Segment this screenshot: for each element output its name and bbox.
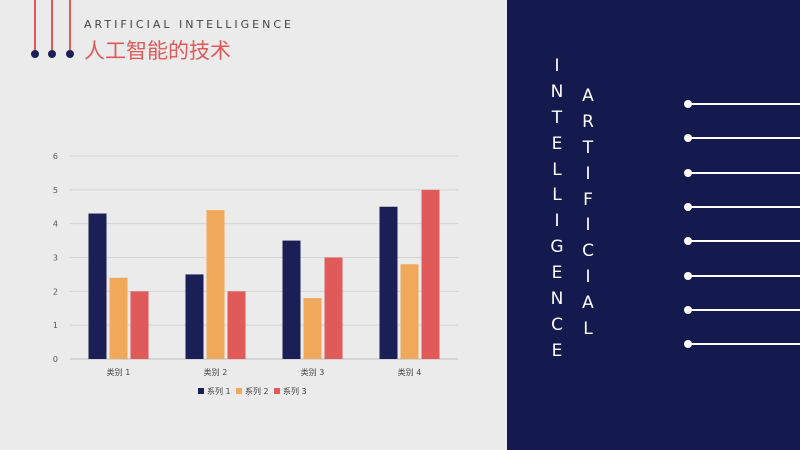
line-stroke [688,205,800,208]
y-tick-label: 0 [53,355,58,364]
line-stroke [688,137,800,140]
legend-swatch-1 [198,388,204,394]
vertical-letter: E [551,263,563,284]
vertical-letter: I [585,163,591,184]
deco-dot-1 [31,50,39,58]
vertical-letter: I [554,56,560,76]
legend-label: 系列 3 [283,386,307,396]
bar-2-1 [109,277,128,359]
bar-3-3 [324,257,343,359]
bar-1-3 [282,240,301,359]
x-tick-label: 类别 2 [204,367,228,377]
x-tick-label: 类别 4 [398,367,422,377]
bar-2-3 [303,298,322,359]
line-stroke [688,240,800,243]
vertical-letter: T [551,107,563,128]
deco-line-2 [51,0,53,50]
vertical-letter: L [552,185,562,206]
y-tick-label: 5 [53,186,58,195]
bar-2-4 [400,264,419,359]
bar-1-4 [379,206,398,359]
line-stroke [688,103,800,105]
vertical-letter: E [551,133,563,154]
deco-line-3 [69,0,71,50]
deco-dot-2 [48,50,56,58]
vertical-letter: L [583,319,593,340]
vertical-letter: F [583,189,593,210]
line-stroke [688,343,800,346]
vertical-letter: R [582,111,594,132]
vertical-letter: A [582,293,594,314]
x-tick-label: 类别 1 [107,367,131,377]
bar-3-4 [421,189,440,359]
y-tick-label: 3 [53,254,58,263]
line-stroke [688,171,800,174]
legend-swatch-3 [274,388,280,394]
x-tick-label: 类别 3 [301,367,325,377]
vertical-letter: C [551,314,563,335]
y-tick-label: 6 [53,152,58,161]
deco-line-1 [34,0,36,50]
bar-3-2 [227,291,246,359]
vertical-letter: I [554,211,560,232]
bar-3-1 [130,291,149,359]
vertical-letter: N [550,289,564,310]
legend-label: 系列 2 [245,386,269,396]
y-tick-label: 2 [53,287,58,296]
vertical-letter: N [550,81,564,102]
y-tick-label: 1 [53,321,58,330]
line-stroke [688,274,800,277]
vertical-letter: I [585,215,591,236]
vertical-letter: E [551,340,563,361]
vertical-letter: T [582,137,594,158]
bar-2-2 [206,210,225,359]
y-tick-label: 4 [53,220,58,229]
vertical-letter: L [552,159,562,180]
deco-dot-3 [66,50,74,58]
vertical-letter: C [582,241,594,262]
vertical-letter: G [550,237,564,258]
slide-subtitle: ARTIFICIAL INTELLIGENCE [84,18,294,31]
bar-1-1 [88,213,107,359]
legend-swatch-2 [236,388,242,394]
vertical-letter: A [582,86,594,106]
bar-chart-svg: 0 1 2 3 4 5 6 类别 1 类别 2 类别 3 类别 4 系列 1 系列 2 系列 3 [53,152,458,396]
line-stroke [688,308,800,311]
slide-left-panel: ARTIFICIAL INTELLIGENCE 人工智能的技术 0 1 2 3 4 5 6 类… [31,0,470,415]
bar-1-2 [185,274,204,359]
vertical-letter: I [585,267,591,288]
bar-chart: 0 1 2 3 4 5 6 类别 1 类别 2 类别 3 类别 4 系列 1 系列 2 系列 3 [40,140,470,415]
legend-label: 系列 1 [207,386,231,396]
slide-title: 人工智能的技术 [84,39,231,63]
